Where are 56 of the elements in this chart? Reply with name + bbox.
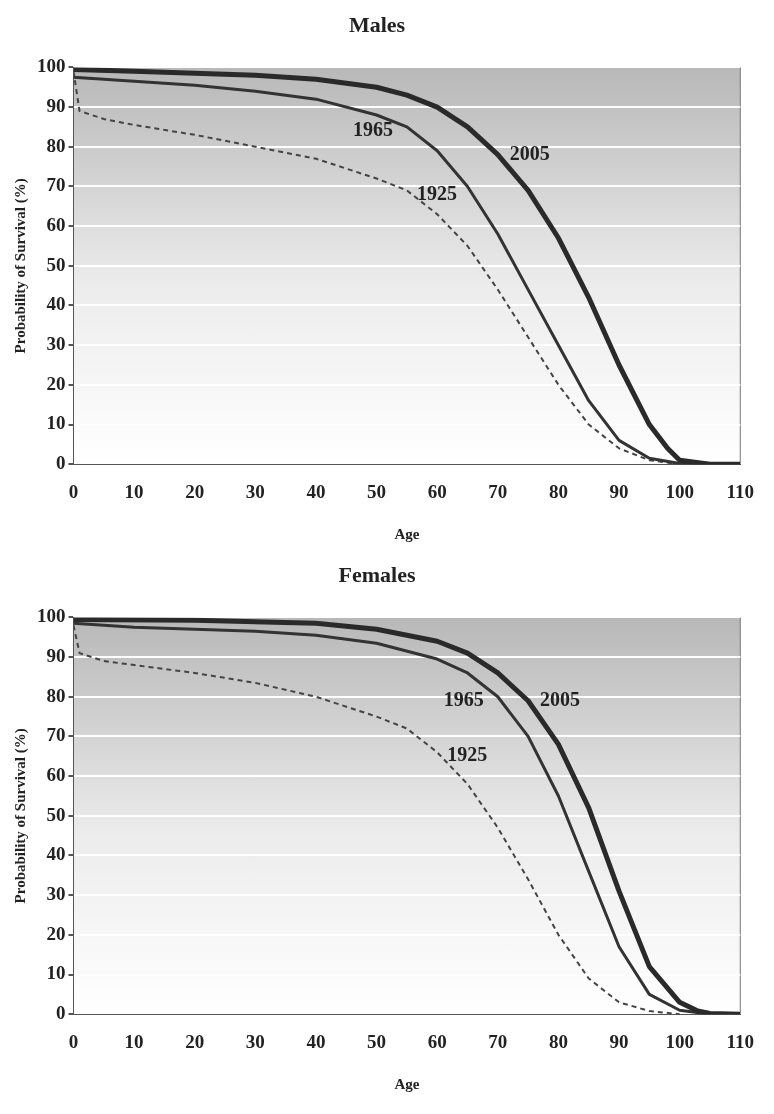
y-tick-label: 20 [46,922,66,944]
x-tick-label: 50 [367,480,387,502]
y-tick-label: 70 [46,174,66,196]
series-label: 2005 [540,687,581,710]
x-tick-label: 60 [427,480,447,502]
y-tick-label: 0 [56,1002,66,1024]
y-tick-label: 0 [56,452,66,474]
y-tick-label: 10 [46,962,66,984]
x-tick-label: 100 [665,1030,694,1052]
chart-title: Males [348,11,406,37]
x-tick-label: 70 [488,480,508,502]
y-tick-label: 80 [46,134,66,156]
series-label: 1965 [352,118,393,141]
x-tick-label: 20 [185,480,205,502]
x-tick-label: 40 [306,480,326,502]
x-tick-label: 90 [609,1030,629,1052]
y-tick-label: 100 [37,605,66,627]
y-tick-label: 60 [46,214,66,236]
y-tick-label: 40 [46,843,66,865]
y-tick-label: 30 [46,333,66,355]
y-tick-label: 60 [46,764,66,786]
x-tick-label: 110 [726,1030,754,1052]
x-tick-label: 50 [367,1030,387,1052]
x-tick-label: 30 [245,480,265,502]
x-tick-label: 60 [427,1030,447,1052]
y-axis-title: Probability of Survival (%) [11,728,29,904]
y-tick-label: 40 [46,293,66,315]
x-tick-label: 40 [306,1030,326,1052]
series-label: 1965 [443,687,484,710]
y-tick-label: 70 [46,724,66,746]
x-tick-label: 10 [124,1030,144,1052]
x-tick-label: 70 [488,1030,508,1052]
y-tick-label: 30 [46,883,66,905]
y-axis-title: Probability of Survival (%) [11,178,29,354]
y-tick-label: 100 [37,55,66,77]
y-tick-label: 50 [46,803,66,825]
y-tick-label: 80 [46,684,66,706]
x-axis-title: Age [394,1075,420,1092]
chart-title: Females [338,561,416,587]
y-tick-label: 20 [46,372,66,394]
series-label: 2005 [509,141,550,164]
series-label: 1925 [447,743,488,766]
x-axis-title: Age [394,525,420,542]
x-tick-label: 30 [245,1030,265,1052]
series-label: 1925 [416,181,457,204]
x-tick-label: 80 [548,480,568,502]
y-tick-label: 90 [46,94,66,116]
y-tick-label: 10 [46,412,66,434]
x-tick-label: 90 [609,480,629,502]
x-tick-label: 80 [548,1030,568,1052]
x-tick-label: 20 [185,1030,205,1052]
x-tick-label: 100 [665,480,694,502]
x-tick-label: 110 [726,480,754,502]
y-tick-label: 90 [46,644,66,666]
y-tick-label: 50 [46,253,66,275]
x-tick-label: 10 [124,480,144,502]
